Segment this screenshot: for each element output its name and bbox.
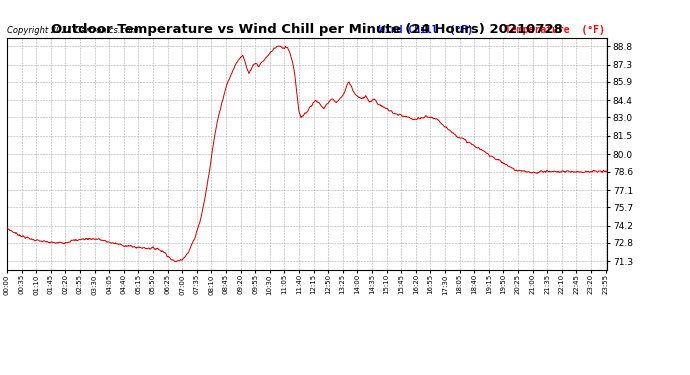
Text: Wind Chill  (°F): Wind Chill (°F) (379, 25, 473, 35)
Text: Temperature  (°F): Temperature (°F) (505, 25, 605, 35)
Text: Copyright 2021 Cartronics.com: Copyright 2021 Cartronics.com (7, 26, 138, 35)
Title: Outdoor Temperature vs Wind Chill per Minute (24 Hours) 20210728: Outdoor Temperature vs Wind Chill per Mi… (51, 23, 563, 36)
